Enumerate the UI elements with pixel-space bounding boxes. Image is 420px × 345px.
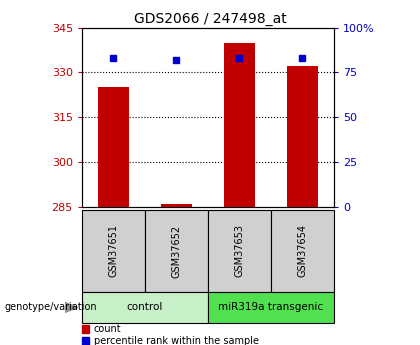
Text: GSM37654: GSM37654 bbox=[297, 225, 307, 277]
Text: GSM37652: GSM37652 bbox=[171, 225, 181, 277]
Polygon shape bbox=[65, 303, 78, 312]
Bar bbox=[287, 67, 318, 207]
Text: count: count bbox=[94, 324, 121, 334]
Text: GSM37653: GSM37653 bbox=[234, 225, 244, 277]
Text: percentile rank within the sample: percentile rank within the sample bbox=[94, 336, 259, 345]
Text: miR319a transgenic: miR319a transgenic bbox=[218, 303, 323, 312]
Text: GDS2066 / 247498_at: GDS2066 / 247498_at bbox=[134, 12, 286, 26]
Text: GSM37651: GSM37651 bbox=[108, 225, 118, 277]
Bar bbox=[224, 42, 255, 207]
Bar bbox=[98, 87, 129, 207]
Bar bbox=[161, 204, 192, 207]
Text: genotype/variation: genotype/variation bbox=[4, 303, 97, 312]
Text: control: control bbox=[127, 303, 163, 312]
